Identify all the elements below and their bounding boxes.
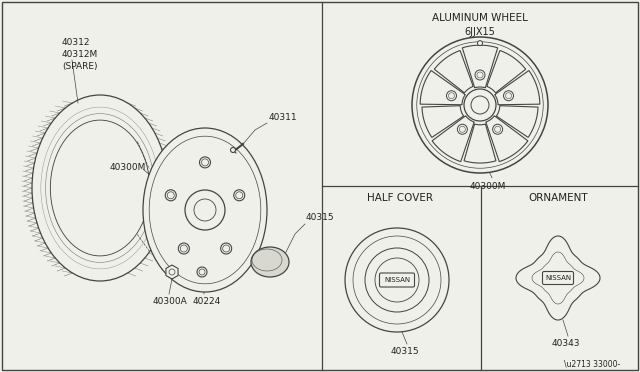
Text: 40311: 40311 — [269, 113, 298, 122]
Text: 40315: 40315 — [390, 347, 419, 356]
FancyBboxPatch shape — [380, 273, 415, 287]
Text: 40343: 40343 — [552, 340, 580, 349]
Polygon shape — [516, 236, 600, 320]
Text: 40312
40312M
(SPARE): 40312 40312M (SPARE) — [62, 38, 99, 71]
Circle shape — [447, 91, 456, 101]
Circle shape — [412, 37, 548, 173]
Circle shape — [477, 41, 483, 46]
Text: ALUMINUM WHEEL: ALUMINUM WHEEL — [432, 13, 528, 23]
Circle shape — [197, 267, 207, 277]
Circle shape — [234, 190, 244, 201]
Text: HALF COVER: HALF COVER — [367, 193, 433, 203]
Circle shape — [221, 243, 232, 254]
Text: 6JJX15: 6JJX15 — [465, 27, 495, 37]
Circle shape — [475, 70, 485, 80]
Circle shape — [165, 190, 176, 201]
Polygon shape — [166, 265, 178, 279]
Text: 40300A: 40300A — [152, 298, 188, 307]
Circle shape — [179, 243, 189, 254]
Text: ORNAMENT: ORNAMENT — [528, 193, 588, 203]
Ellipse shape — [251, 247, 289, 277]
Ellipse shape — [143, 128, 267, 292]
Text: NISSAN: NISSAN — [384, 277, 410, 283]
Text: \u2713 33000-: \u2713 33000- — [564, 359, 620, 369]
Circle shape — [230, 148, 236, 153]
Circle shape — [504, 91, 513, 101]
Text: 40300M: 40300M — [470, 182, 506, 191]
FancyBboxPatch shape — [543, 272, 573, 285]
Text: 40315: 40315 — [306, 214, 334, 222]
Text: 40300M: 40300M — [109, 163, 146, 172]
Text: 40224: 40224 — [193, 298, 221, 307]
Circle shape — [458, 124, 467, 134]
Circle shape — [345, 228, 449, 332]
Circle shape — [375, 258, 419, 302]
Text: NISSAN: NISSAN — [545, 275, 571, 281]
Circle shape — [185, 190, 225, 230]
Circle shape — [200, 157, 211, 168]
Circle shape — [493, 124, 502, 134]
